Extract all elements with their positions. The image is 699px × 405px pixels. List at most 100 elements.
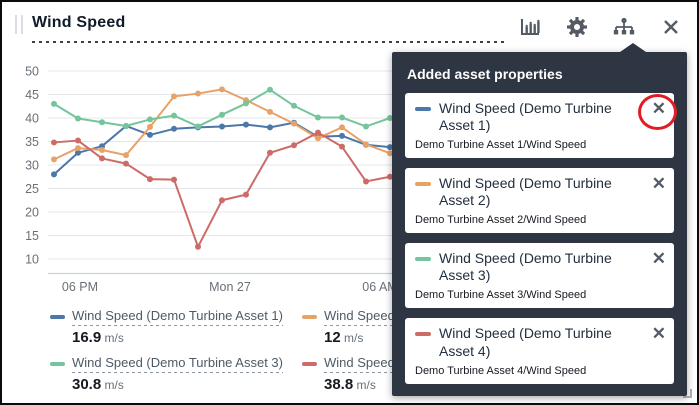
data-point — [147, 176, 153, 183]
data-point — [339, 143, 345, 150]
data-point — [363, 123, 369, 130]
data-point — [51, 156, 57, 163]
data-point — [387, 115, 393, 121]
legend-color-dash — [302, 315, 317, 319]
bar-chart-icon[interactable] — [518, 15, 542, 39]
legend-color-dash — [302, 362, 317, 366]
data-point — [75, 149, 81, 156]
data-point — [171, 176, 177, 183]
x-tick-label: 06 AM — [362, 280, 397, 294]
data-point — [99, 119, 105, 126]
data-point — [147, 131, 153, 138]
y-tick-label: 25 — [25, 182, 39, 196]
property-path: Demo Turbine Asset 2/Wind Speed — [415, 214, 587, 227]
data-point — [51, 139, 57, 146]
data-point — [147, 123, 153, 130]
y-tick-label: 20 — [25, 206, 39, 220]
legend-label[interactable]: Wind Speed (Demo Turbine Asset 3) — [72, 355, 283, 373]
property-color-dash — [415, 257, 431, 262]
data-point — [195, 90, 201, 97]
data-point — [291, 120, 297, 127]
property-label: Wind Speed (Demo Turbine Asset 2) — [439, 175, 612, 209]
data-point — [363, 178, 369, 185]
close-icon[interactable] — [659, 15, 683, 39]
data-point — [339, 132, 345, 139]
y-tick-label: 10 — [25, 253, 39, 267]
y-tick-label: 50 — [25, 65, 39, 79]
remove-property-icon[interactable]: ✕ — [651, 174, 666, 194]
property-label: Wind Speed (Demo Turbine Asset 3) — [439, 250, 612, 284]
y-tick-label: 45 — [25, 88, 39, 102]
asset-property-card: Wind Speed (Demo Turbine Asset 4) ✕ Demo T… — [405, 318, 674, 384]
added-asset-properties-panel: Added asset properties Wind Speed (Demo … — [392, 43, 687, 396]
data-point — [195, 123, 201, 130]
data-point — [75, 145, 81, 152]
data-point — [195, 243, 201, 250]
property-path: Demo Turbine Asset 1/Wind Speed — [415, 139, 587, 152]
data-point — [219, 197, 225, 204]
data-point — [123, 160, 129, 167]
data-point — [219, 86, 225, 93]
data-point — [387, 144, 393, 151]
data-point — [75, 115, 81, 122]
data-point — [123, 122, 129, 129]
wind-speed-line-chart: 10 15 20 25 30 35 40 45 50 06 PM Mon 27 06 AM — [25, 65, 674, 294]
data-point — [123, 152, 129, 159]
data-point — [99, 155, 105, 162]
data-point — [147, 116, 153, 123]
remove-property-icon[interactable]: ✕ — [651, 324, 666, 344]
data-point — [243, 100, 249, 107]
y-tick-label: 15 — [25, 229, 39, 243]
data-point — [51, 100, 57, 107]
data-point — [267, 86, 273, 93]
data-point — [315, 114, 321, 121]
data-point — [387, 173, 393, 180]
panel-arrow — [620, 43, 646, 52]
widget-title[interactable]: Wind Speed — [32, 14, 126, 31]
x-tick-label: 06 PM — [62, 280, 98, 294]
property-color-dash — [415, 107, 431, 111]
asset-property-card: Wind Speed (Demo Turbine Asset 1) ✕ Demo T… — [405, 93, 677, 159]
property-label: Wind Speed (Demo Turbine Asset 1) — [439, 100, 612, 134]
x-tick-label: Mon 27 — [209, 280, 251, 294]
data-point — [267, 124, 273, 131]
data-point — [387, 150, 393, 157]
legend-item: Wind Speed (Demo Turbine Asset 3) 30.8 m/… — [50, 355, 302, 393]
remove-property-icon[interactable]: ✕ — [651, 249, 666, 269]
data-point — [291, 102, 297, 109]
data-point — [171, 93, 177, 100]
legend-color-dash — [50, 315, 65, 319]
data-point — [267, 108, 273, 115]
widget-toolbar — [518, 15, 683, 39]
data-point — [363, 141, 369, 148]
data-point — [339, 114, 345, 121]
data-point — [315, 129, 321, 136]
data-point — [267, 149, 273, 156]
data-point — [219, 111, 225, 118]
asset-property-card: Wind Speed (Demo Turbine Asset 3) ✕ Demo T… — [405, 243, 674, 309]
property-color-dash — [415, 332, 431, 337]
data-point — [243, 191, 249, 198]
data-point — [243, 121, 249, 128]
panel-heading: Added asset properties — [407, 66, 563, 82]
property-color-dash — [415, 182, 431, 187]
data-point — [339, 124, 345, 131]
legend-label[interactable]: Wind Speed (Demo Turbine Asset 1) — [72, 308, 283, 326]
legend-item: Wind Speed (Demo Turbine Asset 1) 16.9 m/… — [50, 308, 302, 346]
property-path: Demo Turbine Asset 3/Wind Speed — [415, 289, 587, 302]
asset-property-card: Wind Speed (Demo Turbine Asset 2) ✕ Demo T… — [405, 168, 674, 234]
y-tick-label: 35 — [25, 135, 39, 149]
settings-gear-icon[interactable] — [565, 15, 589, 39]
asset-tree-icon[interactable] — [612, 15, 636, 39]
legend-color-dash — [50, 362, 65, 366]
data-point — [99, 146, 105, 153]
y-tick-label: 30 — [25, 159, 39, 173]
legend-value: 38.8 m/s — [324, 376, 376, 393]
property-label: Wind Speed (Demo Turbine Asset 4) — [439, 325, 612, 359]
resize-handle[interactable] — [683, 389, 692, 398]
legend-value: 12 m/s — [324, 329, 364, 346]
drag-handle-icon[interactable] — [15, 15, 23, 34]
legend-value: 30.8 m/s — [72, 376, 124, 393]
remove-property-icon[interactable]: ✕ — [651, 99, 666, 118]
